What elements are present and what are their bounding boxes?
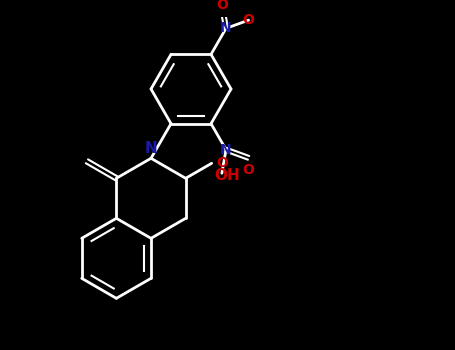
Text: OH: OH <box>214 168 240 183</box>
Text: N: N <box>145 140 157 155</box>
Text: O: O <box>243 163 254 177</box>
Text: O: O <box>216 0 228 12</box>
Text: N: N <box>220 21 232 35</box>
Text: O: O <box>216 156 228 170</box>
Text: O: O <box>243 13 254 27</box>
Text: N: N <box>220 143 232 157</box>
